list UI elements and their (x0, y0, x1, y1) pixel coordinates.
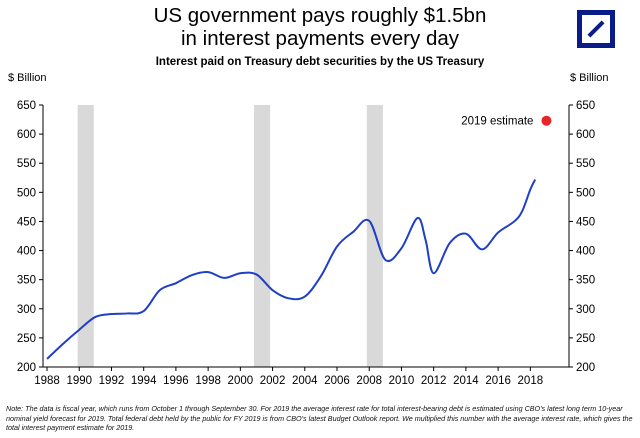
annotations: 2019 estimate (461, 115, 552, 128)
x-tick-label: 2006 (324, 375, 350, 387)
y-tick-label-left: 550 (17, 158, 36, 170)
y-axis-unit-left: $ Billion (8, 72, 47, 84)
x-tick-label: 2000 (228, 375, 254, 387)
x-tick-label: 2004 (292, 375, 318, 387)
x-tick-label: 2012 (421, 375, 447, 387)
x-tick-label: 1998 (195, 375, 221, 387)
y-tick-label-right: 550 (576, 158, 595, 170)
x-tick-label: 1992 (99, 375, 125, 387)
recession-band-1 (254, 105, 271, 367)
y-tick-label-left: 450 (17, 216, 36, 228)
title-line-2: in interest payments every day (180, 27, 460, 50)
title-line-1: US government pays roughly $1.5bn (153, 4, 487, 27)
y-tick-label-right: 650 (576, 100, 595, 112)
y-axis-unit-right: $ Billion (570, 72, 609, 84)
y-tick-label-right: 600 (576, 129, 595, 141)
y-tick-label-right: 400 (576, 246, 595, 258)
x-tick-label: 1990 (66, 375, 92, 387)
x-tick-label: 2014 (453, 375, 479, 387)
y-tick-label-right: 500 (576, 187, 595, 199)
y-tick-label-left: 350 (17, 275, 36, 287)
deutsche-bank-logo-icon (577, 10, 615, 48)
x-tick-label: 1988 (34, 375, 60, 387)
x-tick-label: 2008 (356, 375, 382, 387)
y-tick-label-left: 250 (17, 333, 36, 345)
estimate-dot-0 (541, 115, 552, 126)
footnote: Note: The data is fiscal year, which run… (6, 404, 633, 432)
chart-subtitle: Interest paid on Treasury debt securitie… (155, 56, 485, 68)
y-tick-label-left: 500 (17, 187, 36, 199)
chart-axes: 200 200 250 250 300 300 350 350 400 400 450 450 500 5… (17, 100, 595, 387)
x-tick-label: 2016 (485, 375, 511, 387)
x-tick-label: 2010 (389, 375, 415, 387)
x-tick-label: 2002 (260, 375, 286, 387)
y-tick-label-right: 200 (576, 362, 595, 374)
estimate-label-0: 2019 estimate (461, 116, 533, 128)
x-tick-label: 1994 (131, 375, 157, 387)
x-tick-label: 2018 (518, 375, 544, 387)
logo-inner-square (582, 15, 610, 43)
y-tick-label-right: 250 (576, 333, 595, 345)
recession-bands (77, 105, 383, 367)
x-tick-label: 1996 (163, 375, 189, 387)
series-line-0 (46, 179, 537, 360)
y-tick-label-right: 300 (576, 304, 595, 316)
y-tick-label-left: 300 (17, 304, 36, 316)
recession-band-0 (77, 105, 94, 367)
y-tick-label-right: 350 (576, 275, 595, 287)
y-tick-label-left: 600 (17, 129, 36, 141)
y-tick-label-left: 200 (17, 362, 36, 374)
y-tick-label-right: 450 (576, 216, 595, 228)
chart-title: US government pays roughly $1.5bn in int… (0, 4, 640, 50)
data-series (46, 179, 537, 360)
y-tick-label-left: 650 (17, 100, 36, 112)
y-tick-label-left: 400 (17, 246, 36, 258)
